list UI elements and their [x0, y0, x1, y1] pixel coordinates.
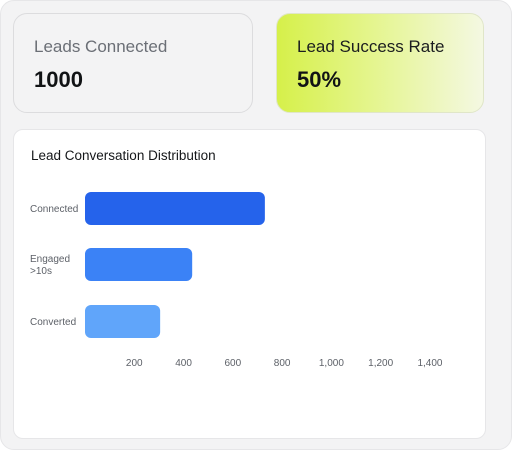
bar-engaged[interactable] [85, 248, 193, 281]
category-label: Converted [30, 317, 76, 328]
x-tick-label: 400 [175, 358, 192, 369]
category-label: Engaged >10s [30, 254, 70, 277]
bar-connected[interactable] [85, 192, 265, 225]
x-tick-label: 600 [224, 358, 241, 369]
x-tick-label: 800 [274, 358, 291, 369]
lead-success-rate-label: Lead Success Rate [297, 37, 445, 56]
x-tick-label: 200 [126, 358, 143, 369]
x-tick-label: 1,400 [417, 358, 442, 369]
leads-connected-card: Leads Connected 1000 [13, 13, 253, 113]
bar-converted[interactable] [85, 305, 161, 338]
lead-success-rate-value: 50% [297, 67, 342, 92]
chart-title: Lead Conversation Distribution [31, 148, 216, 163]
bar-chart: Connected Engaged >10s Converted 200 400 600 80… [30, 192, 443, 369]
x-tick-label: 1,000 [319, 358, 344, 369]
category-label: Connected [30, 204, 78, 215]
x-tick-label: 1,200 [368, 358, 393, 369]
leads-connected-value: 1000 [34, 67, 83, 92]
leads-connected-label: Leads Connected [34, 37, 168, 56]
lead-distribution-chart-card: Lead Conversation Distribution Connected… [13, 129, 486, 439]
lead-success-rate-card: Lead Success Rate 50% [276, 13, 484, 113]
